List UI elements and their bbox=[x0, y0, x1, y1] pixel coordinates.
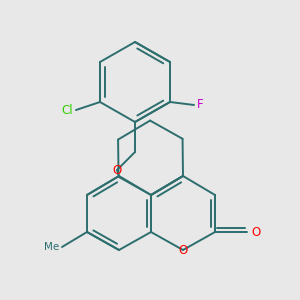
Text: Cl: Cl bbox=[61, 103, 73, 116]
Text: O: O bbox=[112, 164, 122, 176]
Text: O: O bbox=[251, 226, 260, 238]
Text: Me: Me bbox=[44, 242, 59, 252]
Text: F: F bbox=[197, 98, 204, 112]
Text: O: O bbox=[178, 244, 188, 256]
